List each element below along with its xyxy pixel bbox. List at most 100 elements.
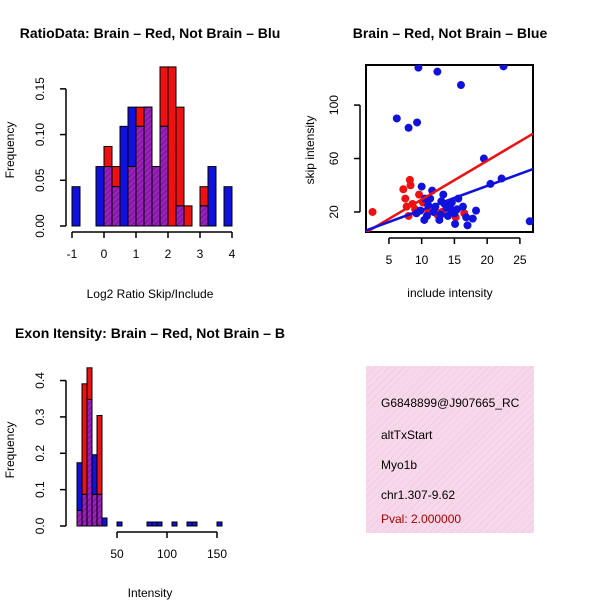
intensity-bars bbox=[76, 367, 223, 527]
scatter-x-tick-label: 25 bbox=[513, 253, 527, 267]
ratio-x-tick-label: 1 bbox=[133, 247, 140, 261]
ratio-histogram-panel: RatioData: Brain – Red, Not Brain – Blu … bbox=[3, 25, 280, 301]
scatter-y-axis-label: skip intensity bbox=[303, 116, 317, 185]
ratio-not-brain-bar bbox=[71, 186, 81, 227]
scatter-not-brain-point bbox=[439, 190, 448, 199]
intensity-x-tick-label: 150 bbox=[207, 547, 227, 561]
intensity-not-brain-bar bbox=[156, 521, 163, 527]
scatter-not-brain-point bbox=[436, 210, 445, 219]
scatter-x-axis-label: include intensity bbox=[407, 286, 492, 300]
scatter-not-brain-point bbox=[420, 215, 429, 224]
intensity-not-brain-bar bbox=[151, 521, 158, 527]
scatter-not-brain-point bbox=[463, 221, 472, 230]
ratio-overlap-bar bbox=[135, 125, 145, 227]
intensity-not-brain-bar bbox=[216, 521, 223, 527]
info-event-id: G6848899@J907665_RC bbox=[381, 396, 520, 410]
intensity-not-brain-bar bbox=[146, 521, 153, 527]
scatter-not-brain-point bbox=[417, 182, 426, 191]
scatter-plot-frame bbox=[365, 64, 534, 233]
scatter-not-brain-point bbox=[462, 213, 471, 222]
ratio-y-tick-label: 0.15 bbox=[33, 77, 47, 101]
intensity-axes: 50 100 150 0.0 0.1 0.2 0.3 0.4 bbox=[33, 372, 227, 561]
intensity-y-tick-label: 0.2 bbox=[33, 445, 47, 462]
intensity-overlap-bar bbox=[86, 398, 93, 527]
intensity-x-tick-label: 100 bbox=[157, 547, 177, 561]
scatter-x-tick-label: 15 bbox=[448, 253, 462, 267]
ratio-x-tick-label: 4 bbox=[229, 247, 236, 261]
ratio-overlap-bar bbox=[103, 166, 113, 227]
scatter-brain-point bbox=[406, 181, 415, 190]
ratio-overlap-bar bbox=[175, 205, 185, 227]
scatter-panel: Brain – Red, Not Brain – Blue 5 10 15 20 25 2… bbox=[303, 25, 547, 300]
ratio-bars bbox=[71, 66, 233, 227]
ratio-overlap-bar bbox=[143, 106, 153, 227]
info-gene-name: Myo1b bbox=[381, 458, 417, 472]
scatter-y-tick-label: 20 bbox=[327, 205, 341, 219]
scatter-x-tick-label: 5 bbox=[386, 253, 393, 267]
ratio-axes: -1 0 1 2 3 4 0.00 0.05 0.10 0.15 bbox=[33, 77, 236, 261]
ratio-y-tick-label: 0.10 bbox=[33, 123, 47, 147]
scatter-x-tick-label: 20 bbox=[480, 253, 494, 267]
scatter-y-tick-label: 100 bbox=[327, 95, 341, 115]
scatter-axes: 5 10 15 20 25 20 60 100 bbox=[327, 95, 527, 267]
intensity-y-tick-label: 0.3 bbox=[33, 408, 47, 425]
ratio-not-brain-bar bbox=[207, 166, 217, 227]
scatter-not-brain-point bbox=[525, 217, 533, 226]
scatter-not-brain-point bbox=[472, 206, 481, 215]
scatter-brain-point bbox=[415, 190, 424, 199]
intensity-overlap-bar bbox=[91, 493, 98, 527]
ratio-y-tick-label: 0.05 bbox=[33, 168, 47, 192]
intensity-not-brain-bar bbox=[186, 521, 193, 527]
ratio-overlap-bar bbox=[111, 186, 121, 227]
intensity-x-tick-label: 50 bbox=[110, 547, 124, 561]
scatter-inner bbox=[366, 65, 533, 232]
ratio-brain-bar bbox=[167, 66, 177, 227]
ratio-not-brain-bar bbox=[223, 186, 233, 227]
scatter-not-brain-point bbox=[453, 205, 462, 214]
intensity-chart-title: Exon Itensity: Brain – Red, Not Brain – … bbox=[15, 325, 285, 341]
intensity-not-brain-bar bbox=[171, 521, 178, 527]
scatter-not-brain-point bbox=[456, 81, 465, 90]
ratio-not-brain-bar bbox=[95, 166, 105, 227]
scatter-not-brain-point bbox=[433, 67, 442, 76]
intensity-x-axis-label: Intensity bbox=[128, 586, 173, 600]
scatter-brain-point bbox=[399, 185, 408, 194]
scatter-not-brain-point bbox=[404, 123, 413, 132]
scatter-content bbox=[366, 65, 533, 232]
ratio-x-axis-label: Log2 Ratio Skip/Include bbox=[87, 287, 214, 301]
ratio-y-axis-label: Frequency bbox=[3, 122, 17, 179]
scatter-brain-point bbox=[401, 194, 410, 203]
info-panel: G6848899@J907665_RC altTxStart Myo1b chr… bbox=[366, 366, 534, 533]
info-event-type: altTxStart bbox=[381, 428, 433, 442]
intensity-not-brain-bar bbox=[101, 517, 108, 527]
intensity-not-brain-bar bbox=[191, 521, 198, 527]
scatter-not-brain-point bbox=[468, 214, 477, 223]
ratio-not-brain-bar bbox=[119, 125, 129, 227]
scatter-not-brain-point bbox=[414, 65, 423, 72]
scatter-brain-point bbox=[368, 207, 377, 216]
info-location: chr1.307-9.62 bbox=[381, 488, 455, 502]
ratio-overlap-bar bbox=[159, 125, 169, 227]
ratio-overlap-bar bbox=[127, 166, 137, 227]
ratio-overlap-bar bbox=[151, 166, 161, 227]
intensity-overlap-bar bbox=[96, 493, 103, 527]
scatter-chart-title: Brain – Red, Not Brain – Blue bbox=[353, 25, 548, 41]
ratio-y-tick-label: 0.00 bbox=[33, 214, 47, 238]
intensity-not-brain-bar bbox=[116, 521, 123, 527]
ratio-x-tick-label: -1 bbox=[67, 247, 78, 261]
intensity-y-tick-label: 0.1 bbox=[33, 481, 47, 498]
ratio-brain-bar bbox=[183, 205, 193, 227]
ratio-x-tick-label: 2 bbox=[165, 247, 172, 261]
intensity-y-axis-label: Frequency bbox=[3, 422, 17, 479]
scatter-not-brain-point bbox=[413, 118, 422, 127]
intensity-overlap-bar bbox=[76, 509, 83, 527]
scatter-not-brain-point bbox=[451, 219, 460, 228]
scatter-y-tick-label: 60 bbox=[327, 152, 341, 166]
intensity-y-tick-label: 0.0 bbox=[33, 517, 47, 534]
info-pval: Pval: 2.000000 bbox=[381, 512, 461, 526]
ratio-x-tick-label: 0 bbox=[101, 247, 108, 261]
scatter-not-brain-fit-line bbox=[366, 167, 533, 232]
info-box-background bbox=[366, 366, 534, 533]
scatter-brain-fit-line bbox=[366, 132, 533, 232]
